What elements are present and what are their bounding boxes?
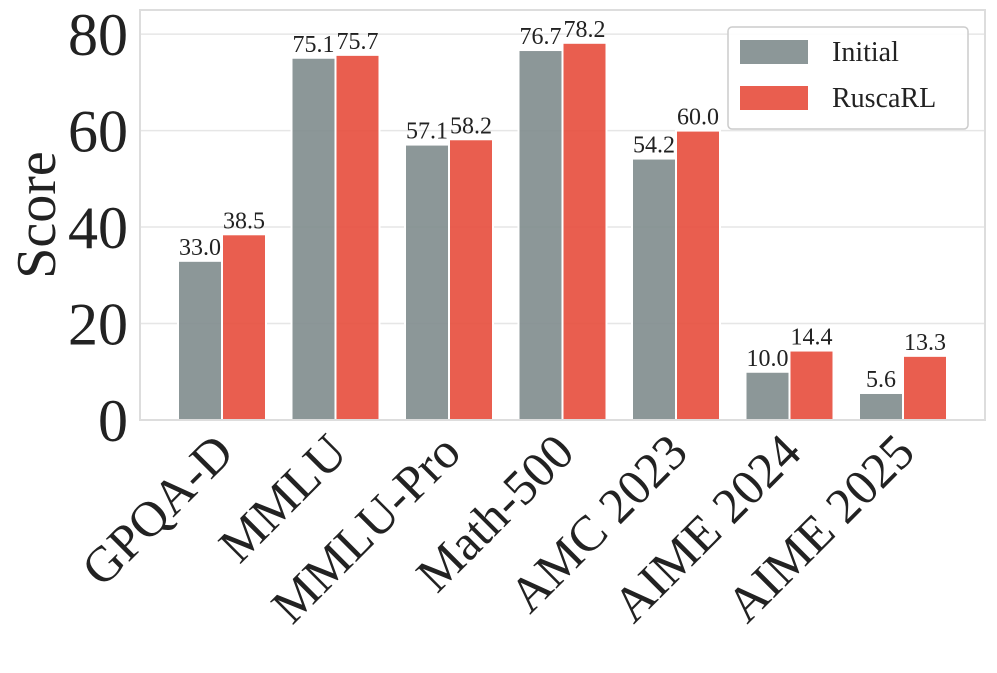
data-label: 13.3 — [904, 330, 946, 356]
legend-swatch-ruscarl — [740, 86, 808, 110]
bar-initial — [744, 370, 791, 422]
y-axis-label: Score — [6, 151, 68, 279]
bar-ruscarl — [675, 129, 721, 422]
data-label: 54.2 — [633, 133, 675, 159]
plot-frame — [139, 9, 986, 421]
legend-swatch-initial — [740, 40, 808, 64]
bar-ruscarl — [221, 233, 267, 421]
data-label: 14.4 — [791, 325, 833, 351]
bar-initial — [631, 157, 677, 422]
bar-initial — [404, 143, 450, 421]
y-axis-ticks: 0 20 40 60 80 — [68, 2, 128, 454]
bar-initial — [858, 391, 904, 421]
data-label: 10.0 — [747, 346, 789, 372]
data-label: 75.1 — [293, 32, 335, 58]
data-label: 75.7 — [337, 29, 379, 55]
bar-initial — [177, 259, 223, 421]
data-label: 78.2 — [564, 17, 606, 43]
data-label: 76.7 — [520, 24, 562, 50]
y-tick-label: 60 — [68, 99, 128, 165]
bar-initial — [517, 49, 564, 421]
data-labels: 33.038.5 75.1 75.7 57.1 58.2 76.7 78.2 54.260.0… — [179, 17, 946, 393]
data-label: 33.0 — [179, 235, 221, 261]
bar-ruscarl — [561, 41, 608, 422]
data-label: 60.0 — [677, 105, 719, 131]
data-label: 5.6 — [866, 367, 896, 393]
bar-ruscarl — [788, 349, 835, 421]
legend: Initial RuscaRL — [727, 26, 969, 130]
legend-label: RuscaRL — [832, 83, 936, 114]
bar-ruscarl — [334, 53, 381, 421]
data-label: 38.5 — [223, 208, 265, 234]
y-tick-label: 20 — [68, 292, 128, 358]
bars — [177, 41, 948, 422]
legend-label: Initial — [832, 37, 899, 68]
bar-ruscarl — [902, 354, 948, 421]
y-tick-label: 40 — [68, 195, 128, 261]
bar-ruscarl — [448, 138, 494, 421]
x-tick-label: GPQA-D — [71, 423, 244, 596]
data-label: 58.2 — [450, 113, 492, 139]
bar-initial — [290, 56, 337, 422]
y-tick-label: 80 — [68, 2, 128, 68]
data-label: 57.1 — [406, 119, 448, 145]
y-tick-label: 0 — [98, 388, 128, 454]
